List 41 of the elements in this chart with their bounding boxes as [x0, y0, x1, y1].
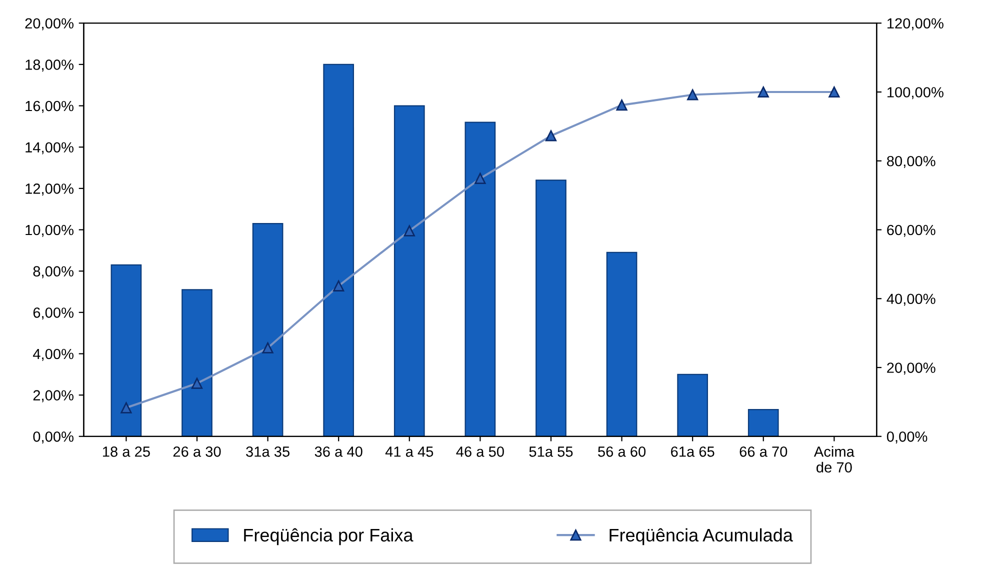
bar: [394, 105, 425, 436]
y2-tick-label: 20,00%: [887, 362, 936, 375]
x-tick-label: 36 a 40: [314, 446, 362, 457]
bar: [677, 374, 708, 436]
x-tick-label: 51a 55: [529, 446, 573, 457]
y2-tick-label: 120,00%: [887, 18, 944, 30]
bar: [110, 264, 142, 436]
y-tick-label: 10,00%: [26, 224, 74, 237]
y-tick-label: 0,00%: [33, 431, 74, 444]
x-tick-label: 26 a 30: [173, 446, 221, 457]
y2-tick-label: 100,00%: [887, 87, 944, 100]
y-tick-label: 4,00%: [32, 348, 74, 361]
y-tick-label: 12,00%: [26, 184, 74, 196]
y-tick-label: 8,00%: [33, 266, 74, 278]
y-tick-label: 16,00%: [26, 100, 74, 113]
x-tick-label: 31a 35: [246, 446, 290, 457]
bar: [606, 252, 638, 436]
bar: [182, 289, 212, 436]
bar: [748, 408, 779, 436]
x-tick-label: Acima de 70: [814, 446, 854, 473]
y2-tick-label: 60,00%: [887, 224, 936, 237]
y2-tick-label: 0,00%: [886, 431, 928, 444]
bar: [464, 122, 496, 436]
y-tick-label: 6,00%: [33, 308, 74, 320]
y2-tick-label: 40,00%: [886, 294, 936, 306]
legend-label: Freqüência por Faixa: [244, 528, 414, 546]
y-tick-label: 18,00%: [26, 60, 74, 72]
bar: [323, 64, 354, 436]
y-tick-label: 20,00%: [25, 18, 74, 30]
y-tick-label: 14,00%: [26, 142, 74, 154]
x-tick-label: 46 a 50: [456, 446, 504, 457]
x-tick-label: 61a 65: [671, 446, 714, 457]
y2-tick-label: 80,00%: [887, 156, 936, 168]
y-tick-label: 2,00%: [33, 390, 74, 402]
bar: [536, 180, 566, 436]
x-tick-label: 66 a 70: [740, 446, 788, 457]
x-tick-label: 18 a 25: [102, 446, 150, 457]
x-tick-label: 41 a 45: [385, 446, 434, 457]
bar: [252, 223, 284, 436]
x-tick-label: 56 a 60: [598, 446, 646, 457]
legend-label: Freqüência Acumulada: [610, 528, 793, 546]
